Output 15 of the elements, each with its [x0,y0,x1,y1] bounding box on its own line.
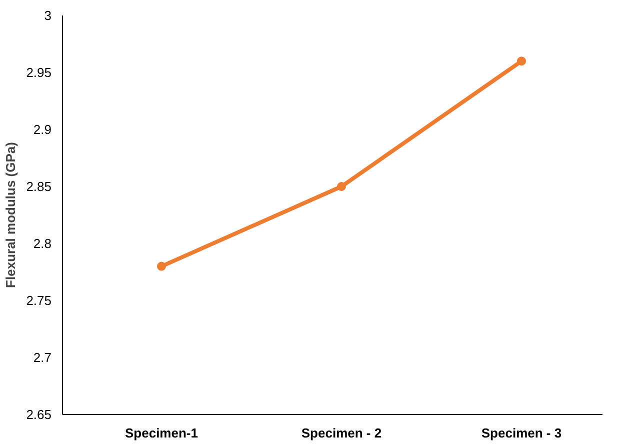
y-tick-label: 2.8 [33,236,52,251]
y-tick-label: 2.85 [26,179,52,194]
y-tick-label: 2.9 [33,122,52,137]
point [517,56,526,66]
y-tick-label: 2.7 [33,350,52,365]
y-tick-label: 2.65 [26,407,52,422]
y-axis-title: Flexural modulus (GPa) [3,142,18,288]
y-tick-label: 3 [44,8,52,23]
x-tick-label: Specimen - 3 [481,426,562,440]
point [337,182,346,191]
x-tick-label: Specimen - 2 [301,426,382,440]
y-tick-label: 2.75 [26,293,52,308]
y-tick-label: 2.95 [26,65,52,80]
point [157,262,166,271]
x-tick-label: Specimen-1 [125,426,198,440]
